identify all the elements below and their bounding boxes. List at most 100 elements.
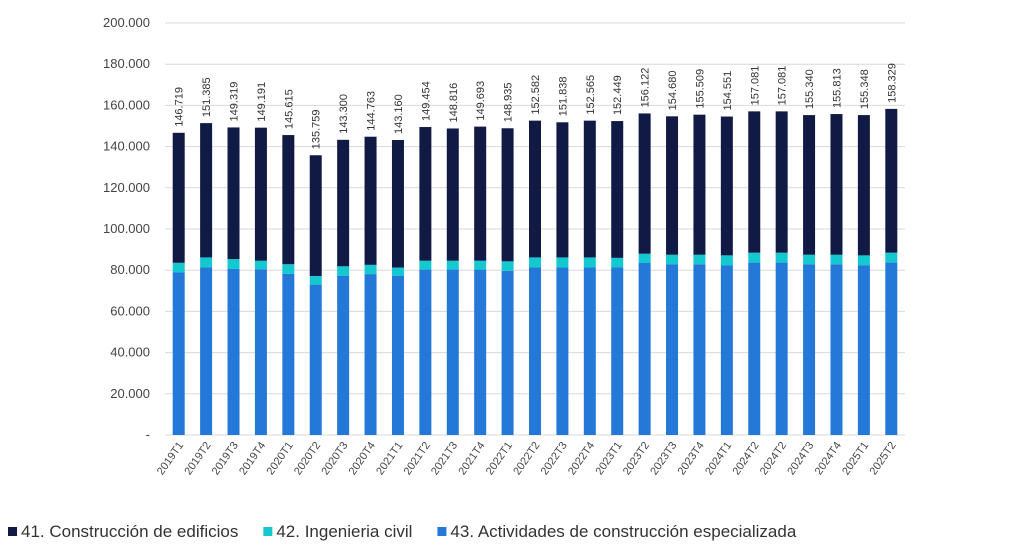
y-tick-label: - [146, 427, 150, 442]
bar-stack [638, 113, 651, 435]
x-tick-label: 2020T4 [347, 440, 378, 477]
bar-segment-series-0 [200, 267, 213, 435]
bar-segment-series-1 [666, 254, 679, 265]
total-data-label: 135.759 [311, 109, 323, 149]
x-tick-label: 2022T1 [484, 440, 515, 477]
bar-segment-series-1 [529, 257, 541, 268]
bar-segment-series-2 [337, 139, 350, 267]
total-data-label: 158.329 [886, 63, 898, 103]
bar-stack [501, 128, 514, 435]
x-tick-label: 2022T3 [539, 440, 570, 477]
bar-segment-series-1 [501, 261, 514, 271]
bar-segment-series-0 [720, 265, 733, 435]
bar-segment-series-0 [748, 262, 761, 435]
bar-segment-series-2 [556, 122, 569, 258]
y-tick-label: 60.000 [110, 303, 150, 318]
bar-stack [693, 114, 706, 435]
total-data-label: 149.454 [420, 81, 432, 121]
bar-segment-series-1 [830, 254, 843, 265]
x-tick-label: 2025T2 [868, 440, 899, 477]
bar-segment-series-0 [693, 264, 706, 435]
y-tick-label: 20.000 [110, 386, 150, 401]
bar-segment-series-1 [446, 260, 459, 270]
x-tick-label: 2024T4 [813, 440, 844, 477]
data-labels: 146.719 151.385 149.319 149.191 145.615 135.7… [174, 63, 899, 149]
bar-segment-series-0 [391, 275, 404, 435]
y-tick-label: 40.000 [110, 345, 150, 360]
bar-stack [775, 111, 788, 435]
bar-stack [611, 121, 624, 435]
bar-segment-series-0 [474, 269, 487, 435]
bar-segment-series-1 [309, 275, 322, 285]
bar-segment-series-0 [254, 269, 267, 435]
y-tick-label: 120.000 [103, 180, 150, 195]
bar-segment-series-2 [529, 120, 541, 258]
bar-segment-series-1 [227, 259, 240, 269]
bar-segment-series-2 [885, 108, 898, 253]
bar-segment-series-1 [583, 257, 596, 268]
bar-segment-series-1 [337, 266, 350, 276]
bars [172, 108, 898, 435]
legend-swatch [8, 527, 17, 536]
bar-segment-series-2 [282, 135, 295, 265]
total-data-label: 157.081 [749, 66, 761, 106]
total-data-label: 154.551 [722, 71, 734, 111]
bar-segment-series-2 [720, 116, 733, 256]
bar-segment-series-0 [446, 269, 459, 435]
bar-stack [200, 123, 213, 435]
bar-stack [227, 127, 240, 435]
legend-label: 41. Construcción de edificios [21, 522, 238, 541]
bar-segment-series-2 [830, 114, 843, 255]
bar-segment-series-2 [748, 111, 761, 253]
bar-segment-series-0 [419, 269, 432, 435]
x-tick-label: 2023T2 [621, 440, 652, 477]
total-data-label: 157.081 [777, 66, 789, 106]
bar-segment-series-2 [803, 115, 816, 255]
bar-segment-series-2 [254, 127, 267, 261]
total-data-label: 155.348 [859, 69, 871, 109]
y-tick-label: 160.000 [103, 97, 150, 112]
bar-segment-series-1 [419, 260, 432, 270]
bar-segment-series-2 [474, 126, 487, 261]
total-data-label: 152.582 [530, 75, 542, 115]
bar-stack [803, 115, 816, 435]
bar-segment-series-0 [638, 262, 651, 435]
y-tick-label: 100.000 [103, 221, 150, 236]
bar-segment-series-1 [391, 267, 404, 276]
bar-segment-series-2 [611, 121, 624, 258]
legend-item: 41. Construcción de edificios [8, 522, 238, 541]
x-tick-label: 2020T3 [319, 440, 350, 477]
bar-segment-series-2 [200, 123, 213, 258]
bar-segment-series-0 [857, 265, 870, 435]
x-tick-label: 2021T2 [402, 440, 433, 477]
bar-segment-series-2 [227, 127, 240, 260]
bar-segment-series-2 [364, 136, 377, 265]
bar-segment-series-1 [720, 255, 733, 266]
bar-stack [666, 116, 679, 435]
total-data-label: 143.160 [393, 94, 405, 134]
x-tick-label: 2022T4 [566, 440, 597, 477]
bar-segment-series-1 [172, 262, 185, 273]
bar-segment-series-1 [693, 254, 706, 265]
bar-segment-series-0 [172, 272, 185, 435]
bar-segment-series-2 [775, 111, 788, 253]
bar-stack [474, 126, 487, 435]
y-tick-label: 200.000 [103, 15, 150, 30]
bar-segment-series-0 [611, 267, 624, 435]
bar-segment-series-0 [282, 273, 295, 435]
total-data-label: 155.509 [694, 69, 706, 109]
bar-stack [282, 135, 295, 435]
bar-segment-series-1 [282, 264, 295, 274]
bar-segment-series-2 [693, 114, 706, 255]
bar-stack [391, 140, 404, 435]
x-tick-label: 2024T3 [785, 440, 816, 477]
bar-segment-series-0 [309, 284, 322, 435]
legend-label: 42. Ingenieria civil [276, 522, 412, 541]
x-tick-label: 2020T2 [292, 440, 323, 477]
total-data-label: 148.935 [503, 83, 515, 123]
bar-segment-series-0 [885, 262, 898, 435]
bar-segment-series-0 [803, 264, 816, 435]
bar-segment-series-1 [803, 254, 816, 265]
bar-segment-series-0 [775, 262, 788, 435]
legend-item: 42. Ingenieria civil [263, 522, 412, 541]
